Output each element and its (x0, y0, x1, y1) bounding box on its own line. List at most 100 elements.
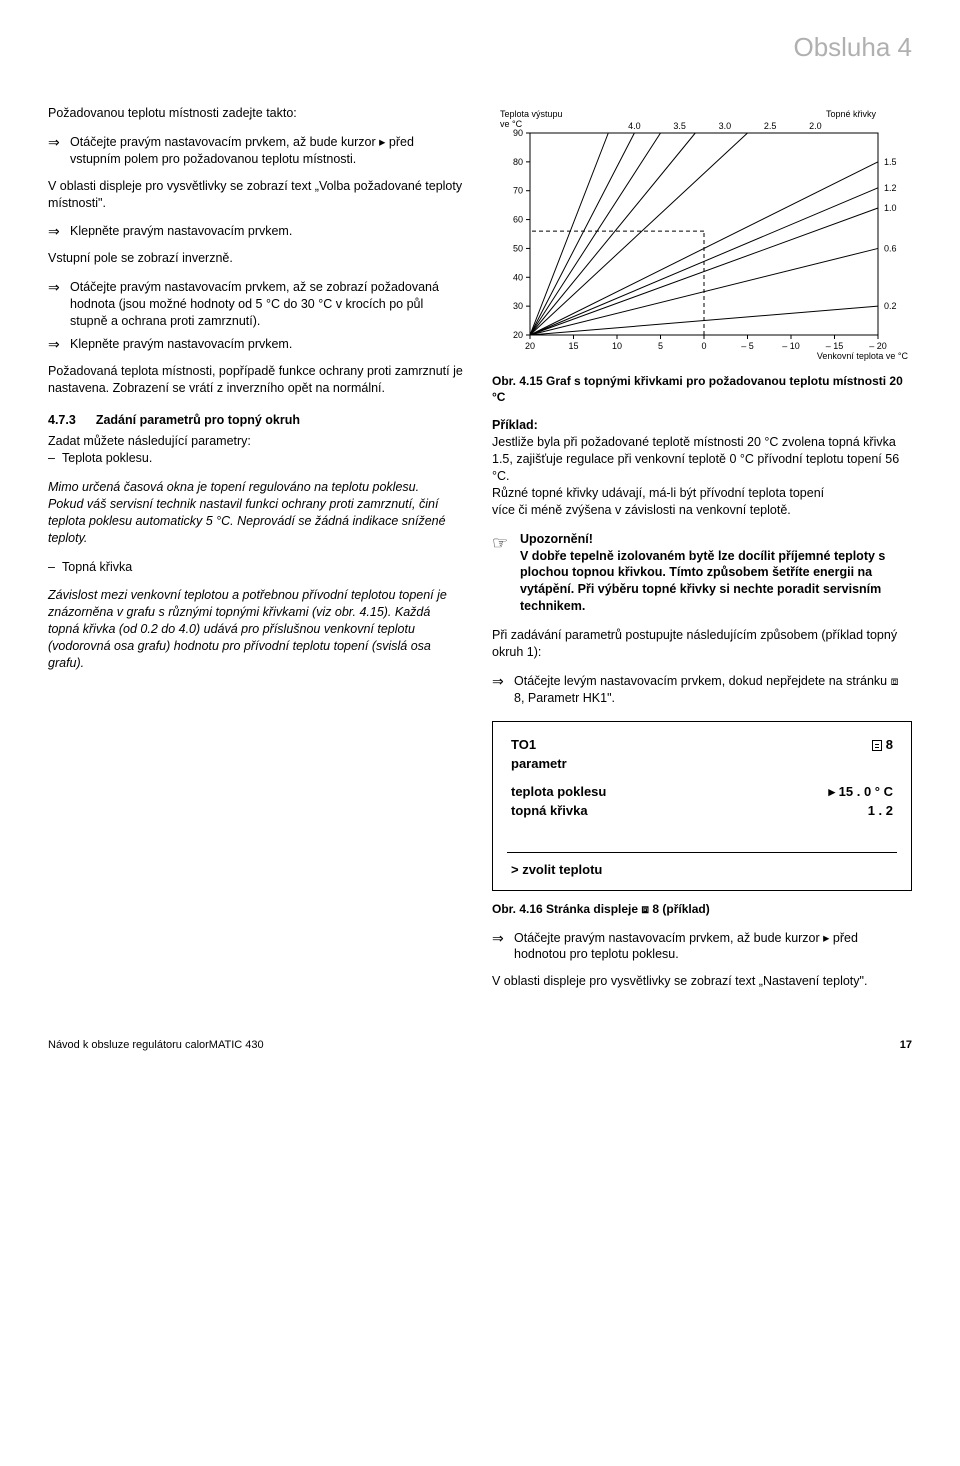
instruction-3-text: Otáčejte pravým nastavovacím prvkem, až … (70, 279, 464, 330)
bullet-2: Topná křivka (62, 559, 464, 576)
display-row-2: parametr (511, 755, 893, 773)
page-header: Obsluha 4 (48, 30, 912, 65)
svg-text:15: 15 (568, 341, 578, 351)
content-columns: Požadovanou teplotu místnosti zadejte ta… (48, 105, 912, 1002)
example-title: Příklad: (492, 417, 912, 434)
right-column: Teplota výstupuve °CTopné křivkyVenkovní… (492, 105, 912, 1002)
svg-text:60: 60 (513, 215, 523, 225)
svg-text:Teplota výstupu: Teplota výstupu (500, 109, 563, 119)
instruction-r2-text: Otáčejte pravým nastavovacím prvkem, až … (514, 930, 912, 964)
instruction-3: ⇒ Otáčejte pravým nastavovacím prvkem, a… (48, 279, 464, 330)
svg-text:0: 0 (701, 341, 706, 351)
arrow-icon: ⇒ (492, 930, 514, 947)
notice-box: ☞ Upozornění! V dobře tepelně izolovaném… (492, 531, 912, 615)
dash-icon: – (48, 450, 62, 467)
svg-text:80: 80 (513, 157, 523, 167)
svg-text:1.5: 1.5 (884, 157, 897, 167)
para-5: Zadat můžete následující parametry: (48, 433, 464, 450)
instruction-2: ⇒ Klepněte pravým nastavovacím prvkem. (48, 223, 464, 240)
footer-left: Návod k obsluze regulátoru calorMATIC 43… (48, 1038, 264, 1053)
notice-body: Upozornění! V dobře tepelně izolovaném b… (520, 531, 912, 615)
display-row-1-label: TO1 (511, 736, 536, 754)
instruction-1-text: Otáčejte pravým nastavovacím prvkem, až … (70, 134, 464, 168)
svg-text:0.6: 0.6 (884, 244, 897, 254)
svg-text:1.2: 1.2 (884, 183, 897, 193)
svg-text:4.0: 4.0 (628, 121, 641, 131)
display-row-1-right: 8 (872, 736, 893, 754)
arrow-icon: ⇒ (492, 673, 514, 690)
svg-text:20: 20 (525, 341, 535, 351)
display-footer-row: > zvolit teplotu (511, 861, 893, 879)
page-icon (872, 740, 882, 751)
display-row-2-label: parametr (511, 755, 567, 773)
footer-right: 17 (900, 1038, 912, 1053)
display-row-1: TO1 8 (511, 736, 893, 754)
hand-pointer-icon: ☞ (492, 531, 520, 555)
svg-text:10: 10 (612, 341, 622, 351)
svg-text:2.5: 2.5 (764, 121, 777, 131)
bullet-1: Teplota poklesu. (62, 450, 464, 467)
svg-text:20: 20 (513, 330, 523, 340)
svg-text:– 10: – 10 (782, 341, 800, 351)
svg-text:1.0: 1.0 (884, 203, 897, 213)
arrow-icon: ⇒ (48, 336, 70, 353)
instruction-r1-text: Otáčejte levým nastavovacím prvkem, doku… (514, 673, 912, 707)
svg-text:3.5: 3.5 (673, 121, 686, 131)
notice-text: V dobře tepelně izolovaném bytě lze docí… (520, 549, 885, 614)
para-after-notice: Při zadávání parametrů postupujte násled… (492, 627, 912, 661)
arrow-icon: ⇒ (48, 134, 70, 151)
instruction-r1: ⇒ Otáčejte levým nastavovacím prvkem, do… (492, 673, 912, 707)
chart-svg: Teplota výstupuve °CTopné křivkyVenkovní… (492, 105, 912, 365)
example-body: Jestliže byla při požadované teplotě mís… (492, 434, 912, 518)
notice-title: Upozornění! (520, 532, 593, 546)
svg-text:70: 70 (513, 186, 523, 196)
bullet-list-2: –Topná křivka (48, 559, 464, 576)
instruction-4: ⇒ Klepněte pravým nastavovacím prvkem. (48, 336, 464, 353)
instruction-2-text: Klepněte pravým nastavovacím prvkem. (70, 223, 464, 240)
svg-text:3.0: 3.0 (719, 121, 732, 131)
left-column: Požadovanou teplotu místnosti zadejte ta… (48, 105, 464, 1002)
figure-4-15-caption: Obr. 4.15 Graf s topnými křivkami pro po… (492, 373, 912, 405)
section-number: 4.7.3 (48, 412, 76, 429)
section-title: 4.7.3 Zadání parametrů pro topný okruh (48, 412, 464, 429)
display-footer-text: > zvolit teplotu (511, 861, 602, 879)
svg-text:50: 50 (513, 244, 523, 254)
svg-text:– 20: – 20 (869, 341, 887, 351)
instruction-1: ⇒ Otáčejte pravým nastavovacím prvkem, a… (48, 134, 464, 168)
para-intro: Požadovanou teplotu místnosti zadejte ta… (48, 105, 464, 122)
heating-curve-chart: Teplota výstupuve °CTopné křivkyVenkovní… (492, 105, 912, 365)
arrow-icon: ⇒ (48, 279, 70, 296)
para-4: Požadovaná teplota místnosti, popřípadě … (48, 363, 464, 397)
bullet-list-1: –Teplota poklesu. (48, 450, 464, 467)
svg-text:– 5: – 5 (741, 341, 754, 351)
svg-text:90: 90 (513, 128, 523, 138)
display-panel: TO1 8 parametr teplota poklesu ▸ 15 . 0 … (492, 721, 912, 892)
para-last: V oblasti displeje pro vysvětlivky se zo… (492, 973, 912, 990)
svg-text:5: 5 (658, 341, 663, 351)
display-row-3-label: teplota poklesu (511, 783, 606, 801)
arrow-icon: ⇒ (48, 223, 70, 240)
svg-text:Venkovní teplota ve °C: Venkovní teplota ve °C (817, 351, 909, 361)
svg-text:2.0: 2.0 (809, 121, 822, 131)
figure-4-16-caption: Obr. 4.16 Stránka displeje ⧈ 8 (příklad) (492, 901, 912, 917)
instruction-r2: ⇒ Otáčejte pravým nastavovacím prvkem, a… (492, 930, 912, 964)
para-7-italic: Závislost mezi venkovní teplotou a potře… (48, 587, 464, 671)
svg-text:40: 40 (513, 272, 523, 282)
display-row-4: topná křivka 1 . 2 (511, 802, 893, 820)
para-3: Vstupní pole se zobrazí inverzně. (48, 250, 464, 267)
display-row-3: teplota poklesu ▸ 15 . 0 ° C (511, 783, 893, 801)
svg-text:– 15: – 15 (826, 341, 844, 351)
svg-text:Topné křivky: Topné křivky (826, 109, 877, 119)
instruction-4-text: Klepněte pravým nastavovacím prvkem. (70, 336, 464, 353)
svg-text:30: 30 (513, 301, 523, 311)
svg-text:0.2: 0.2 (884, 301, 897, 311)
display-page-num: 8 (886, 737, 893, 752)
display-row-3-value: ▸ 15 . 0 ° C (829, 783, 893, 801)
dash-icon: – (48, 559, 62, 576)
display-row-4-label: topná křivka (511, 802, 588, 820)
page-footer: Návod k obsluze regulátoru calorMATIC 43… (48, 1038, 912, 1053)
section-heading: Zadání parametrů pro topný okruh (96, 413, 300, 427)
para-2: V oblasti displeje pro vysvětlivky se zo… (48, 178, 464, 212)
display-row-4-value: 1 . 2 (868, 802, 893, 820)
para-6-italic: Mimo určená časová okna je topení regulo… (48, 479, 464, 547)
